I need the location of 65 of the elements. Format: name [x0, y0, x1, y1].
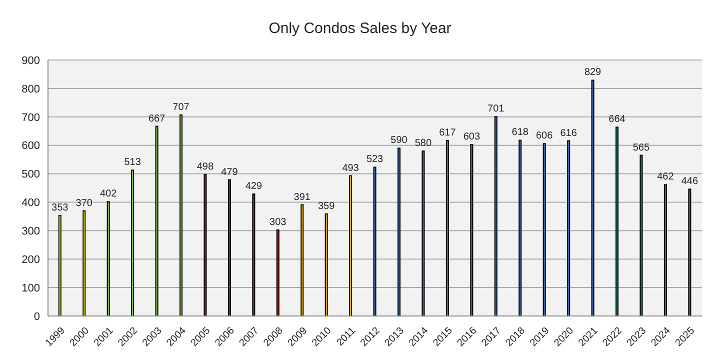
data-label: 616 [560, 128, 578, 139]
data-label: 565 [632, 142, 650, 154]
y-tick-label: 200 [22, 254, 40, 266]
data-label: 580 [414, 138, 432, 150]
bar [398, 148, 401, 316]
data-label: 446 [681, 176, 698, 188]
data-label: 402 [100, 188, 118, 200]
data-label: 701 [488, 104, 505, 115]
data-label: 479 [221, 166, 238, 178]
data-label: 498 [196, 161, 214, 172]
bar [494, 116, 498, 316]
bar [567, 140, 570, 316]
data-label: 603 [463, 131, 480, 142]
y-tick-label: 300 [22, 226, 40, 238]
bar [518, 140, 522, 316]
bar [276, 229, 280, 316]
bar [82, 210, 86, 316]
bar [131, 170, 134, 316]
y-tick-label: 700 [22, 112, 40, 124]
y-tick-label: 900 [22, 54, 40, 67]
bar [349, 175, 352, 316]
y-tick-label: 400 [22, 197, 40, 210]
bar [470, 144, 474, 316]
data-label: 493 [342, 162, 360, 174]
data-label: 523 [366, 154, 384, 166]
data-label: 391 [294, 192, 311, 203]
y-tick-label: 100 [22, 282, 40, 294]
data-label: 618 [512, 127, 529, 138]
data-label: 353 [52, 202, 69, 214]
bar [155, 126, 158, 316]
bar [640, 154, 643, 316]
chart-title: Only Condos Sales by Year [268, 19, 452, 39]
data-label: 664 [608, 114, 626, 126]
data-label: 590 [390, 135, 408, 146]
y-tick-label: 500 [22, 168, 40, 181]
bar [542, 143, 546, 316]
bar [616, 126, 619, 316]
y-tick-label: 0 [34, 310, 40, 323]
bar [446, 140, 449, 316]
bar [252, 193, 256, 316]
bar [300, 204, 304, 316]
y-tick-label: 600 [22, 140, 40, 152]
y-tick-label: 800 [22, 83, 40, 96]
bar [106, 201, 110, 316]
data-label: 303 [270, 216, 287, 228]
data-label: 370 [76, 198, 93, 209]
bar [228, 179, 231, 316]
data-label: 707 [172, 102, 190, 113]
data-label: 462 [657, 172, 674, 183]
bar [324, 213, 328, 316]
bar [373, 166, 376, 316]
data-label: 617 [439, 128, 456, 138]
bar [664, 184, 667, 316]
bar [688, 188, 692, 316]
data-label: 667 [148, 113, 166, 124]
bar [422, 150, 425, 316]
bar [58, 215, 62, 316]
data-label: 829 [584, 67, 602, 78]
data-label: 359 [318, 200, 336, 212]
data-label: 606 [536, 130, 554, 142]
data-label: 429 [245, 180, 262, 192]
bar [591, 80, 594, 316]
bar [204, 174, 207, 316]
data-label: 513 [124, 157, 142, 168]
bar [180, 114, 183, 316]
